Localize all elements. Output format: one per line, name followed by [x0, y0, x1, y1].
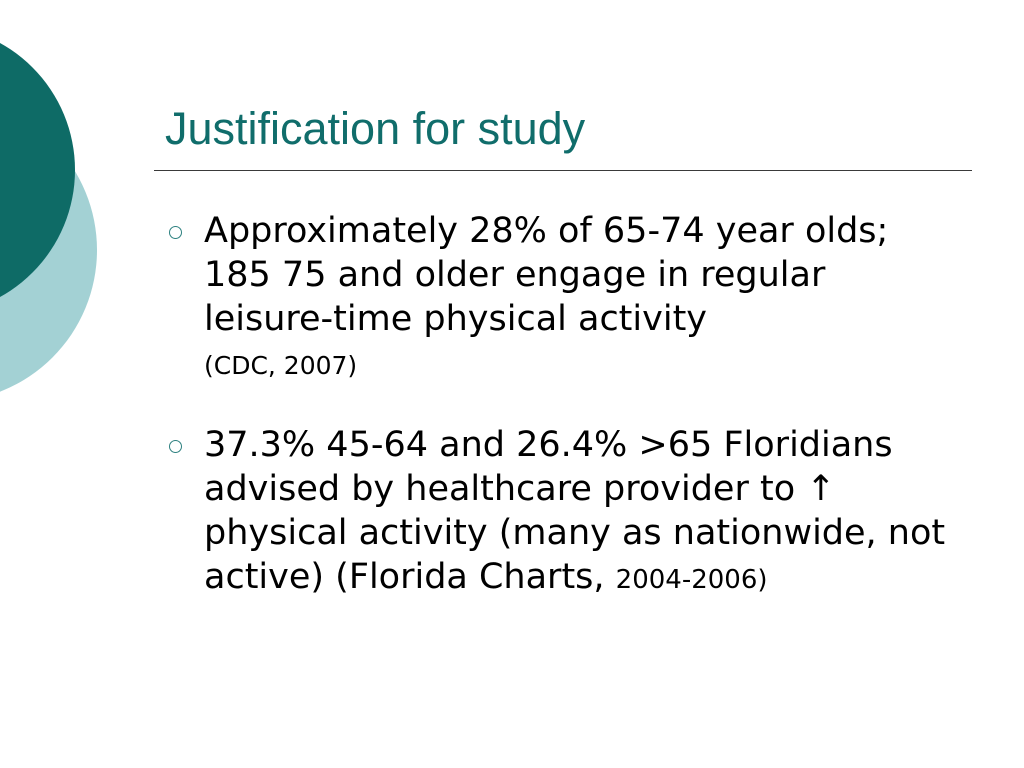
bullet-list: Approximately 28% of 65-74 year olds; 18…	[165, 209, 965, 602]
decorative-circles	[0, 43, 97, 392]
slide-title: Justification for study	[165, 103, 586, 154]
hollow-circle-bullet-icon	[169, 440, 182, 453]
bullet-text: 37.3% 45-64 and 26.4% >65 Floridians adv…	[204, 425, 946, 597]
bullet-citation: 2004-2006)	[615, 565, 768, 595]
bullet-text: Approximately 28% of 65-74 year olds; 18…	[204, 211, 889, 339]
bullet-citation: (CDC, 2007)	[204, 351, 358, 380]
dark-teal-circle	[0, 43, 75, 297]
title-divider	[154, 170, 972, 171]
hollow-circle-bullet-icon	[169, 226, 182, 239]
bullet-item: 37.3% 45-64 and 26.4% >65 Floridians adv…	[165, 423, 965, 602]
bullet-item: Approximately 28% of 65-74 year olds; 18…	[165, 209, 965, 385]
